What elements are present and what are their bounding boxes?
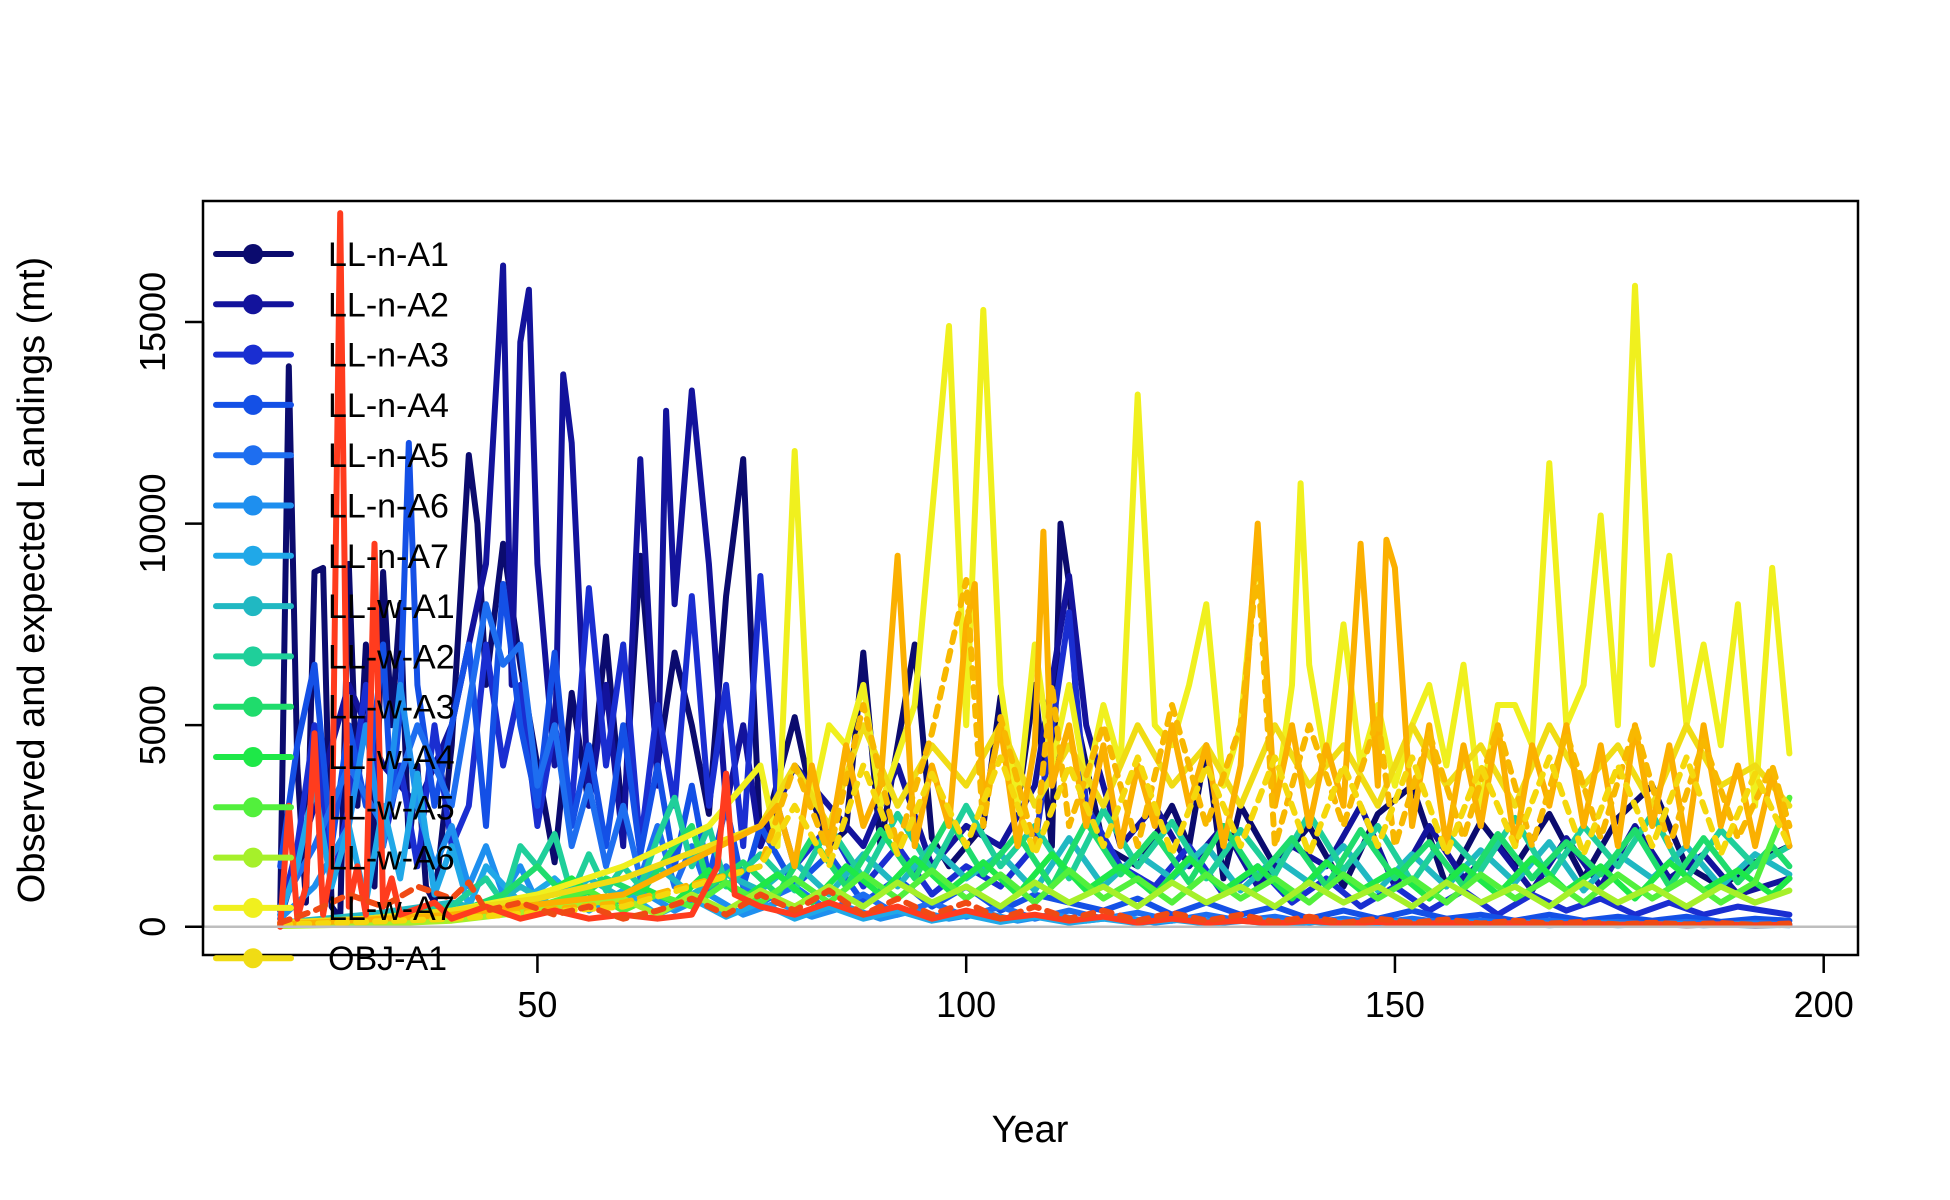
legend-swatch-marker	[243, 897, 263, 918]
legend-swatch-marker	[243, 696, 263, 717]
series-line-unlabeled-15	[277, 520, 1793, 928]
series-line-ll-w-a5	[277, 794, 1793, 929]
x-axis-title: Year	[992, 1109, 1069, 1151]
y-axis-title: Observed and expected Landings (mt)	[11, 257, 53, 903]
legend-item-ll-n-a4: LL-n-A4	[213, 387, 449, 425]
series-line-ll-n-a2	[277, 262, 1793, 922]
legend-item-obj-a1: OBJ-A1	[213, 940, 447, 978]
legend-label: LL-w-A3	[328, 689, 455, 727]
legend-label: LL-n-A4	[328, 387, 449, 425]
legend-label: LL-w-A5	[328, 789, 455, 827]
x-tick-label: 100	[936, 984, 996, 1025]
legend-item-ll-n-a6: LL-n-A6	[213, 488, 449, 526]
legend-label: LL-n-A5	[328, 437, 449, 475]
legend-label: LL-w-A6	[328, 840, 455, 878]
legend-item-ll-w-a1: LL-w-A1	[213, 588, 455, 626]
series-line-ll-w-a6	[277, 879, 1793, 929]
legend-item-ll-n-a5: LL-n-A5	[213, 437, 449, 475]
legend-item-ll-n-a3: LL-n-A3	[213, 337, 449, 375]
y-tick-label: 0	[132, 917, 173, 937]
axis-layer: 50 100 150 200 0 5000 10000 15000	[132, 272, 1854, 1025]
legend-label: LL-n-A7	[328, 538, 449, 576]
legend: LL-n-A1 LL-n-A2 LL-n-A3 LL-n-A4 LL-n-A5 LL-n-…	[213, 236, 455, 978]
x-tick-label: 150	[1365, 984, 1425, 1025]
legend-swatch-marker	[243, 394, 263, 415]
legend-label: LL-n-A3	[328, 337, 449, 375]
y-tick-label: 10000	[132, 474, 173, 574]
legend-swatch-marker	[243, 244, 263, 264]
legend-item-ll-w-a6: LL-w-A6	[213, 840, 455, 878]
legend-item-ll-w-a4: LL-w-A4	[213, 739, 455, 777]
x-tick-label: 200	[1794, 984, 1854, 1025]
legend-swatch-marker	[243, 847, 263, 868]
legend-swatch-marker	[243, 495, 263, 516]
legend-label: LL-n-A6	[328, 488, 449, 526]
y-tick-label: 15000	[132, 272, 173, 372]
legend-swatch-marker	[243, 747, 263, 767]
x-tick-label: 50	[517, 984, 557, 1025]
series-line-unlabeled-17	[277, 754, 1793, 928]
legend-item-ll-w-a3: LL-w-A3	[213, 689, 455, 727]
legend-swatch-marker	[243, 596, 263, 617]
series-line-unlabeled-19	[277, 879, 1793, 928]
legend-item-ll-n-a1: LL-n-A1	[213, 236, 449, 274]
legend-item-ll-w-a5: LL-w-A5	[213, 789, 455, 827]
legend-swatch-marker	[243, 948, 263, 969]
legend-label: LL-n-A1	[328, 236, 449, 274]
series-layer	[277, 210, 1793, 930]
legend-label: LL-w-A2	[328, 638, 455, 676]
legend-swatch-marker	[243, 797, 263, 818]
legend-swatch-marker	[243, 294, 263, 315]
y-tick-label: 5000	[132, 685, 173, 765]
legend-swatch-marker	[243, 545, 263, 566]
legend-item-ll-n-a2: LL-n-A2	[213, 286, 449, 324]
legend-swatch-marker	[243, 445, 263, 466]
legend-item-ll-w-a7: LL-w-A7	[213, 890, 455, 928]
legend-label: LL-w-A4	[328, 739, 455, 777]
legend-label: LL-w-A7	[328, 890, 455, 928]
legend-swatch-marker	[243, 646, 263, 667]
legend-label: OBJ-A1	[328, 940, 447, 978]
legend-item-ll-n-a7: LL-n-A7	[213, 538, 449, 576]
legend-label: LL-w-A1	[328, 588, 455, 626]
series-line-unlabeled-16	[277, 560, 1793, 928]
legend-label: LL-n-A2	[328, 286, 449, 324]
legend-item-ll-w-a2: LL-w-A2	[213, 638, 455, 676]
legend-swatch-marker	[243, 344, 263, 365]
